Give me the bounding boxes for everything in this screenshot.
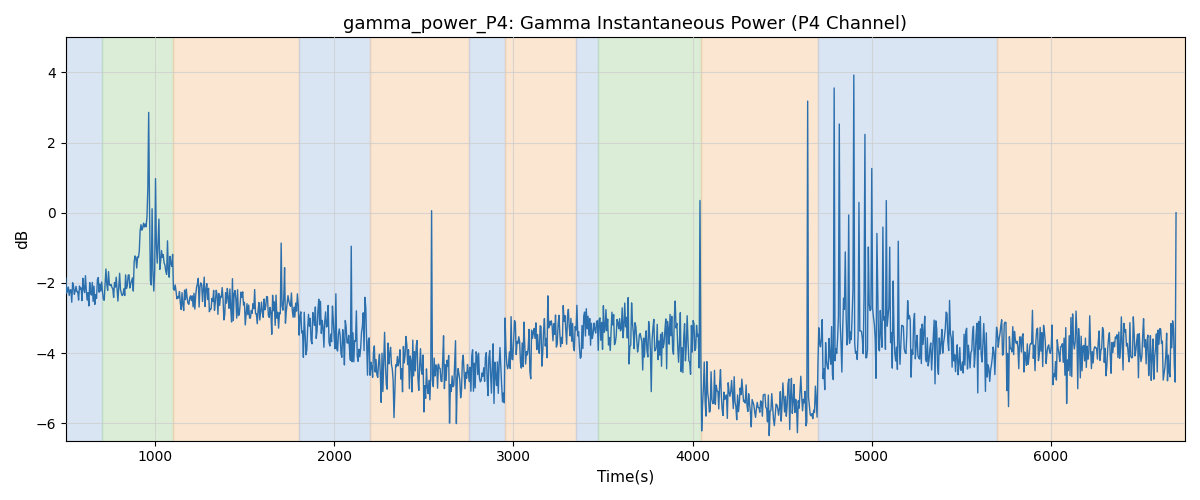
Bar: [299, 38, 371, 440]
Bar: [702, 38, 818, 440]
Bar: [818, 38, 997, 440]
Y-axis label: dB: dB: [16, 229, 30, 249]
Bar: [504, 38, 576, 440]
X-axis label: Time(s): Time(s): [596, 470, 654, 485]
Bar: [173, 38, 299, 440]
Bar: [997, 38, 1186, 440]
Bar: [102, 38, 173, 440]
Bar: [371, 38, 469, 440]
Bar: [598, 38, 702, 440]
Bar: [576, 38, 598, 440]
Bar: [66, 38, 102, 440]
Bar: [469, 38, 504, 440]
Title: gamma_power_P4: Gamma Instantaneous Power (P4 Channel): gamma_power_P4: Gamma Instantaneous Powe…: [343, 15, 907, 34]
